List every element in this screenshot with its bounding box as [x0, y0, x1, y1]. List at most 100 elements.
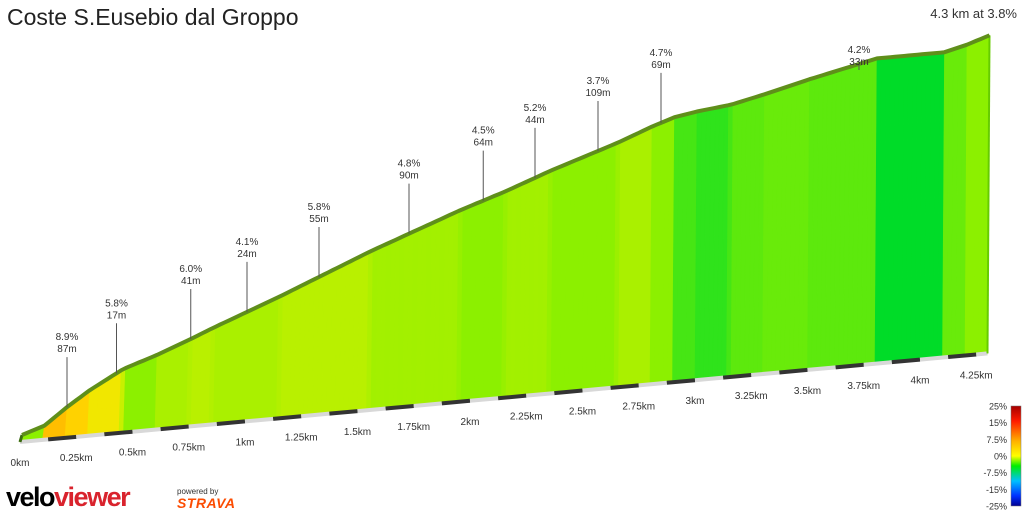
x-tick-label: 2.5km: [569, 407, 596, 418]
legend-label: -15%: [986, 485, 1007, 495]
segment-grade-label: 4.8%: [398, 159, 421, 170]
segment-gain-label: 33m: [849, 57, 868, 68]
axis-band: [385, 403, 414, 411]
axis-band: [666, 378, 696, 385]
segment-gain-label: 41m: [181, 276, 200, 287]
segment-grade-label: 5.8%: [105, 298, 128, 309]
legend-color-bar: [1010, 405, 1022, 507]
axis-band: [19, 437, 49, 444]
legend-label: 7.5%: [986, 435, 1007, 445]
logo-part-viewer: viewer: [54, 482, 131, 512]
axis-band: [891, 357, 921, 365]
axis-band: [301, 411, 330, 419]
axis-band: [919, 355, 949, 362]
segment-grade-label: 5.8%: [308, 202, 331, 213]
x-tick-label: 1.25km: [285, 432, 318, 443]
axis-band: [160, 424, 189, 432]
x-tick-labels: 0km 0.25km 0.5km 0.75km 1km 1.25km 1.5km 1.75km…: [11, 370, 993, 469]
x-tick-label: 3.5km: [794, 386, 821, 397]
axis-band: [216, 419, 246, 426]
veloviewer-logo[interactable]: veloviewer: [6, 482, 131, 512]
axis-band: [357, 406, 386, 414]
distance-axis: [18, 35, 991, 444]
axis-band: [638, 380, 668, 388]
profile-start-edge: [18, 434, 24, 443]
x-tick-label: 2km: [461, 417, 480, 428]
x-tick-label: 3.25km: [735, 391, 768, 402]
x-tick-label: 3km: [686, 396, 705, 407]
strava-logo[interactable]: STRAVA: [177, 495, 236, 511]
logo-part-velo: velo: [6, 482, 56, 512]
legend-label: -25%: [986, 502, 1007, 512]
segment-gain-label: 90m: [399, 171, 418, 182]
legend-label: -7.5%: [983, 468, 1007, 478]
page-title: Coste S.Eusebio dal Groppo: [7, 4, 299, 30]
segment-gain-label: 44m: [525, 115, 544, 126]
x-tick-label: 3.75km: [847, 381, 880, 392]
x-tick-label: 2.25km: [510, 412, 543, 423]
axis-band: [76, 432, 105, 439]
axis-band: [554, 388, 583, 396]
segment-gain-label: 24m: [237, 249, 256, 260]
legend-label: 0%: [994, 452, 1007, 462]
axis-band: [469, 396, 499, 403]
axis-band: [694, 375, 724, 383]
grade-legend: 25% 15% 7.5% 0% -7.5% -15% -25%: [983, 402, 1022, 512]
climb-summary: 4.3 km at 3.8%: [930, 6, 1017, 21]
segment-gain-label: 87m: [57, 344, 76, 355]
axis-band: [863, 360, 893, 367]
axis-band: [807, 365, 836, 372]
axis-band: [497, 393, 527, 401]
axis-band: [132, 427, 161, 434]
x-tick-label: 0km: [11, 458, 30, 469]
axis-band: [610, 383, 639, 390]
axis-band: [976, 351, 988, 357]
profile-end-edge: [986, 35, 991, 354]
segment-grade-label: 4.5%: [472, 126, 495, 137]
legend-label: 15%: [989, 418, 1007, 428]
x-tick-label: 0.25km: [60, 453, 93, 464]
axis-band: [722, 373, 752, 380]
x-tick-label: 1.75km: [397, 422, 430, 433]
axis-band: [272, 414, 302, 421]
axis-band: [751, 370, 780, 378]
axis-band: [104, 429, 133, 437]
axis-band: [47, 434, 77, 442]
segment-grade-label: 4.1%: [236, 237, 259, 248]
axis-band: [188, 421, 218, 429]
axis-band: [582, 385, 611, 393]
segment-grade-label: 5.2%: [524, 103, 547, 114]
segment-grade-label: 3.7%: [587, 76, 610, 87]
segment-gain-label: 55m: [309, 214, 328, 225]
segment-gain-label: 69m: [651, 60, 670, 71]
axis-band: [244, 416, 274, 424]
gradient-fill-layer: [19, 34, 990, 443]
x-tick-label: 1.5km: [344, 427, 371, 438]
segment-grade-label: 6.0%: [179, 264, 202, 275]
x-tick-label: 1km: [236, 437, 255, 448]
x-tick-label: 0.5km: [119, 448, 146, 459]
axis-band: [779, 367, 808, 375]
profile-line: [21, 33, 991, 437]
axis-band: [413, 401, 443, 408]
axis-band: [441, 398, 471, 406]
segment-grade-label: 4.2%: [848, 45, 871, 56]
axis-band: [329, 409, 358, 416]
segment-gain-label: 17m: [107, 310, 126, 321]
x-tick-label: 4km: [911, 376, 930, 387]
x-tick-label: 4.25km: [960, 370, 993, 381]
axis-band: [947, 352, 977, 360]
powered-by-label: powered by: [177, 487, 219, 496]
segment-gain-label: 109m: [585, 88, 610, 99]
profile-line-layer: [21, 33, 991, 437]
axis-band: [835, 362, 864, 370]
axis-band: [526, 391, 555, 398]
segment-gain-label: 64m: [474, 138, 493, 149]
x-tick-label: 2.75km: [622, 401, 655, 412]
segment-grade-label: 4.7%: [650, 48, 673, 59]
segment-grade-label: 8.9%: [56, 332, 79, 343]
legend-label: 25%: [989, 402, 1007, 412]
annotation-layer: 8.9%87m5.8%17m6.0%41m4.1%24m5.8%55m4.8%9…: [56, 45, 871, 408]
x-tick-label: 0.75km: [172, 443, 205, 454]
